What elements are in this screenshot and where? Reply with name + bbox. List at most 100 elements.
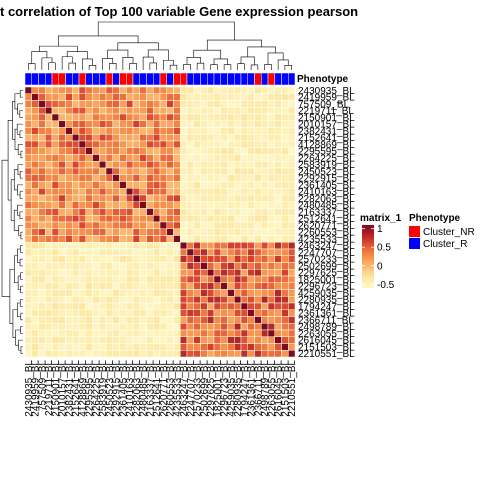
heatmap-cell bbox=[78, 309, 86, 317]
heatmap-cell bbox=[65, 147, 73, 155]
heatmap-cell bbox=[112, 336, 120, 344]
heatmap-cell bbox=[38, 221, 46, 229]
heatmap-cell bbox=[288, 181, 296, 189]
heatmap-cell bbox=[126, 147, 134, 155]
heatmap-cell bbox=[139, 296, 147, 304]
dendrogram-branch bbox=[19, 90, 23, 98]
heatmap-cell bbox=[45, 86, 53, 94]
heatmap-cell bbox=[31, 154, 39, 162]
dendrogram-branch bbox=[48, 62, 56, 70]
heatmap-cell bbox=[24, 154, 32, 162]
heatmap-cell bbox=[105, 289, 113, 297]
heatmap-cell bbox=[51, 154, 59, 162]
row-label: 2382431_BL bbox=[298, 126, 355, 137]
heatmap-cell bbox=[227, 113, 235, 121]
heatmap-cell bbox=[24, 93, 32, 101]
heatmap-cell bbox=[51, 134, 59, 142]
dendrogram-branch bbox=[17, 248, 21, 263]
heatmap-cell bbox=[85, 309, 93, 317]
heatmap-cell bbox=[254, 235, 262, 243]
heatmap-cell bbox=[24, 336, 32, 344]
heatmap-cell bbox=[254, 316, 262, 324]
heatmap-cell bbox=[24, 228, 32, 236]
heatmap-cell bbox=[254, 248, 262, 256]
heatmap-cell bbox=[126, 86, 134, 94]
heatmap-cell bbox=[186, 336, 194, 344]
heatmap-cell bbox=[159, 302, 167, 310]
heatmap-cell bbox=[186, 289, 194, 297]
heatmap-cell bbox=[105, 113, 113, 121]
heatmap-cell bbox=[159, 255, 167, 263]
heatmap-cell bbox=[65, 134, 73, 142]
heatmap-cell bbox=[254, 181, 262, 189]
heatmap-cell bbox=[267, 323, 275, 331]
heatmap-cell bbox=[213, 134, 221, 142]
heatmap-cell bbox=[72, 188, 80, 196]
heatmap-cell bbox=[159, 242, 167, 250]
heatmap-cell bbox=[58, 201, 66, 209]
heatmap-cell bbox=[78, 93, 86, 101]
heatmap-cell bbox=[99, 134, 107, 142]
heatmap-cell bbox=[132, 221, 140, 229]
heatmap-cell bbox=[267, 350, 275, 358]
heatmap-cell bbox=[112, 275, 120, 283]
heatmap-cell bbox=[267, 93, 275, 101]
heatmap-cell bbox=[85, 329, 93, 337]
heatmap-cell bbox=[45, 282, 53, 290]
dendrogram-branch bbox=[277, 59, 289, 70]
heatmap-cell bbox=[207, 221, 215, 229]
heatmap-cell bbox=[213, 140, 221, 148]
legend-swatch-r bbox=[409, 238, 420, 249]
heatmap-cell bbox=[159, 350, 167, 358]
heatmap-cell bbox=[261, 329, 269, 337]
heatmap-cell bbox=[200, 86, 208, 94]
heatmap-cell bbox=[38, 228, 46, 236]
heatmap-cell bbox=[274, 248, 282, 256]
heatmap-cell bbox=[220, 100, 228, 108]
heatmap-cell bbox=[99, 282, 107, 290]
heatmap-cell bbox=[146, 86, 154, 94]
column-label: 2163337_BL bbox=[145, 360, 156, 417]
heatmap-cell bbox=[247, 289, 255, 297]
heatmap-cell bbox=[58, 194, 66, 202]
column-label: 2152641_BL bbox=[71, 360, 82, 417]
heatmap-cell bbox=[112, 154, 120, 162]
heatmap-cell bbox=[288, 296, 296, 304]
column-label: 4128869_BL bbox=[78, 360, 89, 417]
heatmap-cell bbox=[173, 100, 181, 108]
heatmap-cell bbox=[38, 86, 46, 94]
heatmap-cell bbox=[193, 302, 201, 310]
heatmap-cell bbox=[105, 255, 113, 263]
heatmap-cell bbox=[213, 316, 221, 324]
heatmap-cell bbox=[38, 235, 46, 243]
heatmap-cell bbox=[72, 127, 80, 135]
heatmap-cell bbox=[200, 161, 208, 169]
heatmap-cell bbox=[153, 350, 161, 358]
heatmap-cell bbox=[173, 188, 181, 196]
heatmap-cell bbox=[126, 289, 134, 297]
heatmap-cell bbox=[99, 194, 107, 202]
heatmap-cell bbox=[166, 107, 174, 115]
heatmap-cell bbox=[247, 161, 255, 169]
heatmap-cell bbox=[274, 201, 282, 209]
heatmap-cell bbox=[207, 181, 215, 189]
heatmap-cell bbox=[126, 302, 134, 310]
heatmap-cell bbox=[159, 194, 167, 202]
heatmap-cell bbox=[247, 302, 255, 310]
heatmap-cell bbox=[166, 154, 174, 162]
heatmap-cell bbox=[119, 289, 127, 297]
heatmap-cell bbox=[207, 127, 215, 135]
dendrogram-branch bbox=[31, 51, 48, 64]
heatmap-cell bbox=[85, 289, 93, 297]
heatmap-cell bbox=[45, 100, 53, 108]
heatmap-cell bbox=[254, 323, 262, 331]
heatmap-cell bbox=[85, 242, 93, 250]
heatmap-cell bbox=[126, 282, 134, 290]
heatmap-cell bbox=[24, 140, 32, 148]
heatmap-cell bbox=[112, 228, 120, 236]
heatmap-cell bbox=[139, 350, 147, 358]
heatmap-cell bbox=[254, 309, 262, 317]
heatmap-cell bbox=[227, 201, 235, 209]
dendrogram-branch bbox=[284, 65, 292, 70]
heatmap-cell bbox=[234, 100, 242, 108]
